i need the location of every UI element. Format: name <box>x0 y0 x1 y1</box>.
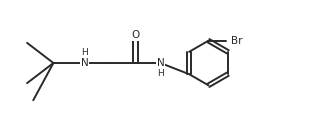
Text: N: N <box>80 58 88 68</box>
Text: N: N <box>157 58 164 68</box>
Text: O: O <box>131 30 140 40</box>
Text: Br: Br <box>231 36 243 46</box>
Text: H: H <box>157 69 164 78</box>
Text: H: H <box>81 48 88 57</box>
